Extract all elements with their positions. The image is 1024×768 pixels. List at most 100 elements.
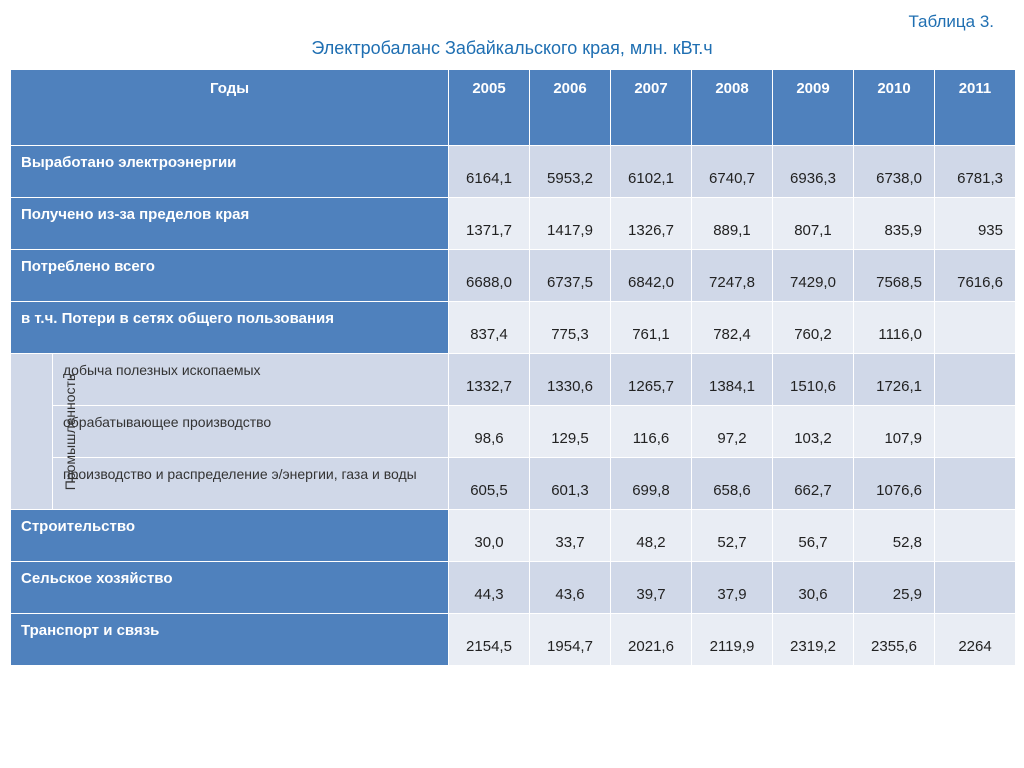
- row-label: обрабатывающее производство: [53, 406, 449, 458]
- cell-value: 605,5: [449, 458, 530, 510]
- table-row: Строительство30,033,748,252,756,752,8: [11, 510, 1016, 562]
- cell-value: 37,9: [692, 562, 773, 614]
- row-label: в т.ч. Потери в сетях общего пользования: [11, 302, 449, 354]
- cell-value: 1116,0: [854, 302, 935, 354]
- cell-value: 2355,6: [854, 614, 935, 666]
- row-label: добыча полезных ископаемых: [53, 354, 449, 406]
- cell-value: 6842,0: [611, 250, 692, 302]
- cell-value: 6164,1: [449, 146, 530, 198]
- cell-value: 1510,6: [773, 354, 854, 406]
- cell-value: 30,6: [773, 562, 854, 614]
- row-label: Выработано электроэнергии: [11, 146, 449, 198]
- cell-value: 761,1: [611, 302, 692, 354]
- industry-group-label: Промышленность: [11, 354, 53, 510]
- cell-value: 2264: [935, 614, 1016, 666]
- col-year: 2006: [530, 70, 611, 146]
- cell-value: 699,8: [611, 458, 692, 510]
- row-label: производство и распределение э/энергии, …: [53, 458, 449, 510]
- cell-value: 33,7: [530, 510, 611, 562]
- cell-value: 760,2: [773, 302, 854, 354]
- cell-value: 1330,6: [530, 354, 611, 406]
- cell-value: 1326,7: [611, 198, 692, 250]
- data-table: Годы 2005 2006 2007 2008 2009 2010 2011 …: [10, 69, 1016, 666]
- cell-value: 43,6: [530, 562, 611, 614]
- cell-value: 6936,3: [773, 146, 854, 198]
- cell-value: 30,0: [449, 510, 530, 562]
- cell-value: 6781,3: [935, 146, 1016, 198]
- cell-value: 97,2: [692, 406, 773, 458]
- cell-value: 1371,7: [449, 198, 530, 250]
- cell-value: 6740,7: [692, 146, 773, 198]
- col-year: 2010: [854, 70, 935, 146]
- cell-value: 1265,7: [611, 354, 692, 406]
- cell-value: 889,1: [692, 198, 773, 250]
- cell-value: 2319,2: [773, 614, 854, 666]
- cell-value: 6738,0: [854, 146, 935, 198]
- cell-value: [935, 510, 1016, 562]
- row-label: Потреблено всего: [11, 250, 449, 302]
- cell-value: 2021,6: [611, 614, 692, 666]
- cell-value: 7247,8: [692, 250, 773, 302]
- row-label: Транспорт и связь: [11, 614, 449, 666]
- cell-value: 7429,0: [773, 250, 854, 302]
- cell-value: [935, 354, 1016, 406]
- cell-value: 98,6: [449, 406, 530, 458]
- row-label: Сельское хозяйство: [11, 562, 449, 614]
- cell-value: 7616,6: [935, 250, 1016, 302]
- cell-value: 1076,6: [854, 458, 935, 510]
- col-year: 2009: [773, 70, 854, 146]
- table-row: производство и распределение э/энергии, …: [11, 458, 1016, 510]
- table-row: Потреблено всего6688,06737,56842,07247,8…: [11, 250, 1016, 302]
- cell-value: 52,8: [854, 510, 935, 562]
- cell-value: 56,7: [773, 510, 854, 562]
- row-label: Строительство: [11, 510, 449, 562]
- cell-value: [935, 562, 1016, 614]
- cell-value: 837,4: [449, 302, 530, 354]
- cell-value: 5953,2: [530, 146, 611, 198]
- cell-value: 7568,5: [854, 250, 935, 302]
- table-row: Промышленностьдобыча полезных ископаемых…: [11, 354, 1016, 406]
- cell-value: 6688,0: [449, 250, 530, 302]
- cell-value: 782,4: [692, 302, 773, 354]
- cell-value: 25,9: [854, 562, 935, 614]
- cell-value: 107,9: [854, 406, 935, 458]
- cell-value: [935, 406, 1016, 458]
- col-years-label: Годы: [11, 70, 449, 146]
- cell-value: 6737,5: [530, 250, 611, 302]
- header-row: Годы 2005 2006 2007 2008 2009 2010 2011: [11, 70, 1016, 146]
- cell-value: 48,2: [611, 510, 692, 562]
- col-year: 2011: [935, 70, 1016, 146]
- col-year: 2005: [449, 70, 530, 146]
- cell-value: 1332,7: [449, 354, 530, 406]
- cell-value: 835,9: [854, 198, 935, 250]
- cell-value: 1384,1: [692, 354, 773, 406]
- cell-value: 6102,1: [611, 146, 692, 198]
- cell-value: 39,7: [611, 562, 692, 614]
- cell-value: 1417,9: [530, 198, 611, 250]
- cell-value: [935, 458, 1016, 510]
- cell-value: 601,3: [530, 458, 611, 510]
- cell-value: 2154,5: [449, 614, 530, 666]
- table-row: Выработано электроэнергии6164,15953,2610…: [11, 146, 1016, 198]
- cell-value: 775,3: [530, 302, 611, 354]
- cell-value: 103,2: [773, 406, 854, 458]
- cell-value: 662,7: [773, 458, 854, 510]
- cell-value: 129,5: [530, 406, 611, 458]
- table-row: в т.ч. Потери в сетях общего пользования…: [11, 302, 1016, 354]
- cell-value: 935: [935, 198, 1016, 250]
- cell-value: 116,6: [611, 406, 692, 458]
- table-row: обрабатывающее производство98,6129,5116,…: [11, 406, 1016, 458]
- col-year: 2007: [611, 70, 692, 146]
- table-row: Получено из-за пределов края1371,71417,9…: [11, 198, 1016, 250]
- cell-value: 44,3: [449, 562, 530, 614]
- table-row: Сельское хозяйство44,343,639,737,930,625…: [11, 562, 1016, 614]
- cell-value: 2119,9: [692, 614, 773, 666]
- cell-value: 52,7: [692, 510, 773, 562]
- table-title: Электробаланс Забайкальского края, млн. …: [10, 38, 1014, 59]
- table-row: Транспорт и связь2154,51954,72021,62119,…: [11, 614, 1016, 666]
- row-label: Получено из-за пределов края: [11, 198, 449, 250]
- col-year: 2008: [692, 70, 773, 146]
- cell-value: 807,1: [773, 198, 854, 250]
- cell-value: 1726,1: [854, 354, 935, 406]
- cell-value: 658,6: [692, 458, 773, 510]
